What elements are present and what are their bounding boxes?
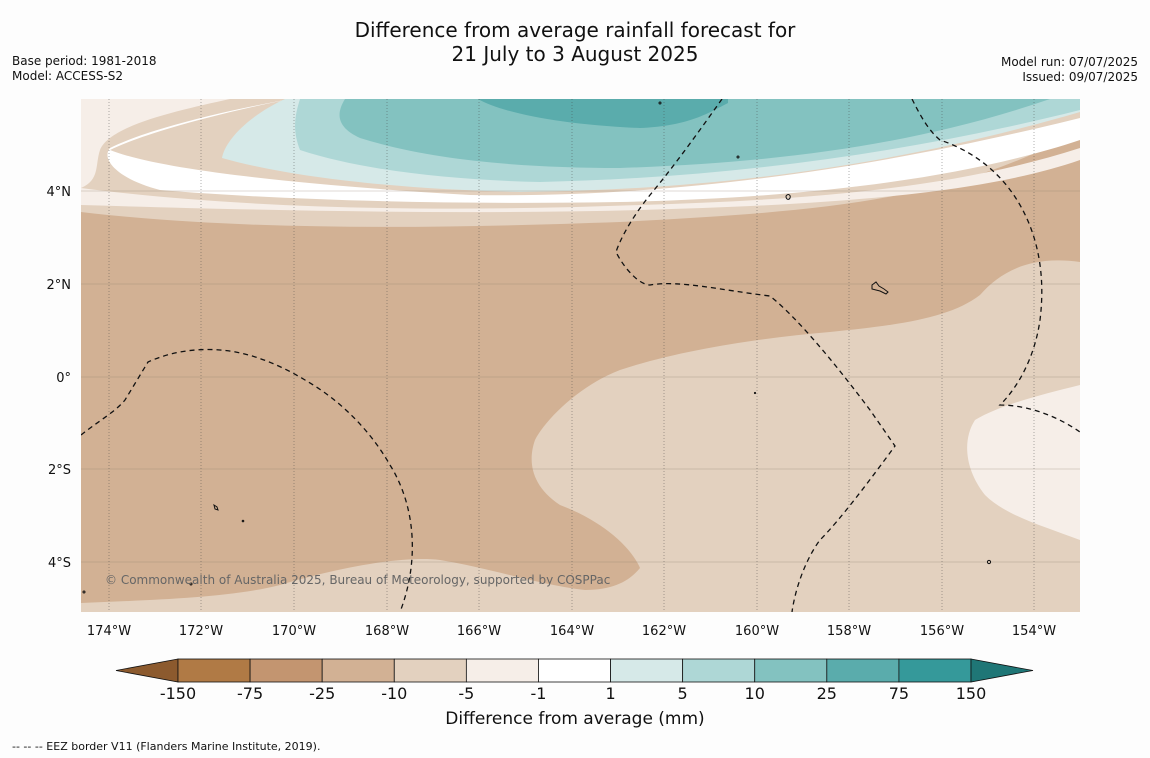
colorbar-swatch (393, 658, 467, 683)
colorbar-title: Difference from average (mm) (445, 709, 705, 729)
copyright-notice: © Commonwealth of Australia 2025, Bureau… (105, 573, 610, 587)
lon-label: 162°W (642, 624, 686, 639)
model-text: Model: ACCESS-S2 (12, 69, 124, 83)
colorbar-tick-label: 10 (745, 684, 765, 703)
lat-label: 4°N (47, 185, 72, 200)
eez-footnote: -- -- -- EEZ border V11 (Flanders Marine… (12, 740, 321, 753)
colorbar-extend-low (115, 658, 179, 683)
colorbar-swatch (249, 658, 323, 683)
band-minus25-minus10 (81, 130, 1080, 603)
model-run-info: Model run: 07/07/2025 Issued: 09/07/2025 (1001, 55, 1138, 85)
colorbar-tick-label: 1 (605, 684, 615, 703)
lon-label: 156°W (920, 624, 964, 639)
colorbar-tick-label: 150 (956, 684, 987, 703)
colorbar-tick-label: 25 (817, 684, 837, 703)
title-line-2: 21 July to 3 August 2025 (451, 42, 699, 66)
colorbar-tick-label: 5 (678, 684, 688, 703)
band-25-75 (478, 99, 728, 128)
colorbar-tick-labels: -150 -75 -25 -10 -5 -1 1 5 10 25 75 150 (160, 684, 986, 703)
lon-label: 168°W (365, 624, 409, 639)
lon-label: 164°W (550, 624, 594, 639)
colorbar-swatch (538, 658, 611, 683)
longitude-labels: 174°W 172°W 170°W 168°W 166°W 164°W 162°… (87, 624, 1056, 639)
lat-label: 2°N (47, 278, 72, 293)
lat-label: 4°S (48, 556, 71, 571)
base-period-info: Base period: 1981-2018 Model: ACCESS-S2 (12, 54, 157, 84)
latitude-labels: 4°N 2°N 0° 2°S 4°S (47, 185, 72, 571)
eez-borders (81, 99, 1080, 612)
latitude-gridlines (81, 190, 1080, 563)
lat-label: 2°S (48, 463, 71, 478)
map-title: Difference from average rainfall forecas… (0, 18, 1150, 66)
band-10-25 (339, 99, 1050, 168)
colorbar-tick-label: -75 (237, 684, 263, 703)
colorbar-tick-label: -10 (381, 684, 407, 703)
lon-label: 172°W (179, 624, 223, 639)
colorbar-tick-label: -25 (309, 684, 335, 703)
band-minus5-minus1-east (967, 385, 1080, 540)
colorbar-extend-high (970, 658, 1034, 683)
lon-label: 174°W (87, 624, 131, 639)
lon-label: 160°W (735, 624, 779, 639)
colorbar-tick-label: 75 (889, 684, 909, 703)
issued-text: Issued: 09/07/2025 (1022, 70, 1138, 84)
colorbar-swatch (826, 658, 900, 683)
title-line-1: Difference from average rainfall forecas… (354, 18, 796, 42)
colorbar-swatch (321, 658, 395, 683)
lon-label: 166°W (457, 624, 501, 639)
lat-label: 0° (56, 371, 71, 386)
lon-label: 154°W (1012, 624, 1056, 639)
colorbar (115, 658, 1034, 683)
lon-label: 158°W (827, 624, 871, 639)
colorbar-tick-label: -150 (160, 684, 196, 703)
colorbar-tick-label: -1 (530, 684, 546, 703)
colorbar-swatch (610, 658, 684, 683)
rainfall-anomaly-field: © Commonwealth of Australia 2025, Bureau… (81, 99, 1080, 612)
lon-label: 170°W (272, 624, 316, 639)
band-near-zero (107, 99, 1080, 203)
colorbar-swatch (682, 658, 756, 683)
colorbar-tick-label: -5 (458, 684, 474, 703)
colorbar-swatch (465, 658, 539, 683)
band-minus5-minus1-north (81, 99, 230, 188)
islands (82, 101, 992, 594)
model-run-text: Model run: 07/07/2025 (1000, 55, 1138, 69)
band-minus5-minus1-strip (81, 148, 1080, 213)
colorbar-swatch (898, 658, 972, 683)
colorbar-swatch (177, 658, 251, 683)
colorbar-swatch (754, 658, 828, 683)
base-period-text: Base period: 1981-2018 (12, 54, 157, 68)
